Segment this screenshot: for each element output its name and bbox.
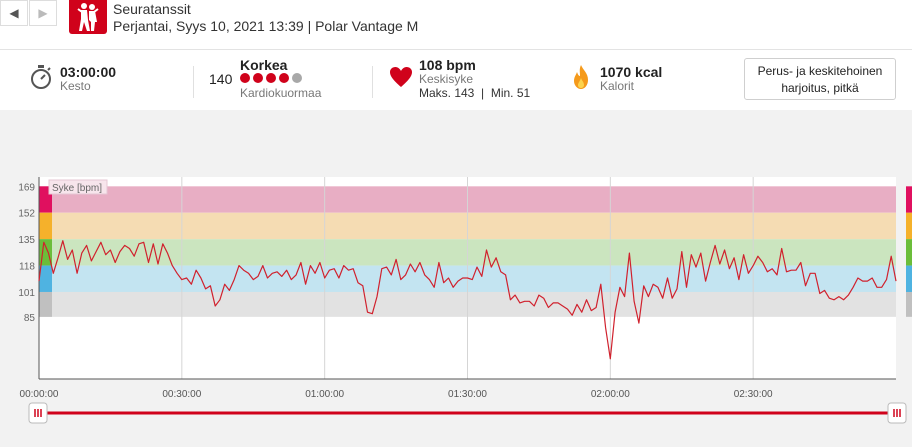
activity-header: ◀ ▶ Seuratanssit Perjantai, Syys 10, 202…	[0, 0, 912, 50]
y-tick-label: 85	[24, 313, 36, 324]
avg-heart-rate-value: 108 bpm	[419, 57, 476, 73]
x-tick-label: 00:30:00	[162, 389, 201, 400]
duration-value: 03:00:00	[60, 64, 117, 80]
load-dot-filled	[266, 73, 276, 83]
hr-zone-bar-2	[39, 265, 52, 292]
load-dot-empty	[292, 73, 302, 83]
y-tick-label: 118	[19, 262, 35, 273]
summary-divider	[372, 66, 373, 98]
chevron-left-icon: ◀	[9, 6, 19, 20]
x-tick-label: 01:00:00	[305, 389, 344, 400]
hr-zone-indicator-3	[906, 239, 912, 266]
calories-label: Kalorit	[600, 79, 635, 93]
flame-icon	[570, 64, 592, 95]
x-tick-label: 01:30:00	[448, 389, 487, 400]
activity-title: Seuratanssit	[113, 1, 191, 17]
x-tick-label: 02:30:00	[734, 389, 773, 400]
cardio-load-label: Kardiokuormaa	[240, 86, 322, 100]
series-label-background	[48, 179, 108, 195]
heart-rate-line	[38, 240, 897, 360]
next-activity-button[interactable]: ▶	[29, 0, 57, 26]
training-benefit-button[interactable]: Perus- ja keskitehoinen harjoitus, pitkä	[744, 58, 896, 100]
avg-heart-rate-label: Keskisyke	[419, 72, 474, 86]
hr-zone-indicator-1	[906, 291, 912, 317]
training-benefit-line1: Perus- ja keskitehoinen	[757, 64, 883, 78]
y-tick-label: 135	[18, 235, 35, 246]
min-heart-rate: Min. 51	[490, 86, 531, 100]
series-label: Syke [bpm]	[52, 183, 102, 194]
x-tick-label: 00:00:00	[20, 389, 59, 400]
heart-rate-chart[interactable]: 169 152 135 118 101 85 Syke [bpm] 00:00:00 00:30…	[0, 160, 912, 447]
calories-value: 1070 kcal	[600, 64, 663, 80]
dancing-couple-icon	[69, 0, 107, 34]
x-tick-label: 02:00:00	[591, 389, 630, 400]
activity-subtitle: Perjantai, Syys 10, 2021 13:39 | Polar V…	[113, 18, 419, 34]
summary-divider	[193, 66, 194, 98]
hr-zone-indicator-4	[906, 212, 912, 240]
training-benefit-line2: harjoitus, pitkä	[781, 81, 859, 95]
hr-zone-bar-1	[39, 291, 52, 317]
duration-label: Kesto	[60, 79, 91, 93]
separator: |	[481, 86, 485, 100]
hr-zone-bar-4	[39, 212, 52, 240]
load-dot-filled	[279, 73, 289, 83]
y-tick-label: 152	[18, 209, 35, 220]
cardio-load-number: 140	[209, 71, 233, 87]
hr-zone-indicator-2	[906, 265, 912, 292]
load-dot-filled	[240, 73, 250, 83]
max-heart-rate: Maks. 143	[419, 86, 475, 100]
hr-zone-indicator-5	[906, 186, 912, 213]
stopwatch-icon	[29, 64, 53, 95]
y-tick-label: 101	[18, 288, 35, 299]
load-dot-filled	[253, 73, 263, 83]
chevron-right-icon: ▶	[38, 6, 48, 20]
cardio-load-level: Korkea	[240, 57, 288, 73]
previous-activity-button[interactable]: ◀	[0, 0, 28, 26]
y-tick-label: 169	[18, 182, 35, 193]
heart-icon	[389, 66, 413, 93]
max-min-heart-rate: Maks. 143 | Min. 51	[419, 86, 530, 100]
